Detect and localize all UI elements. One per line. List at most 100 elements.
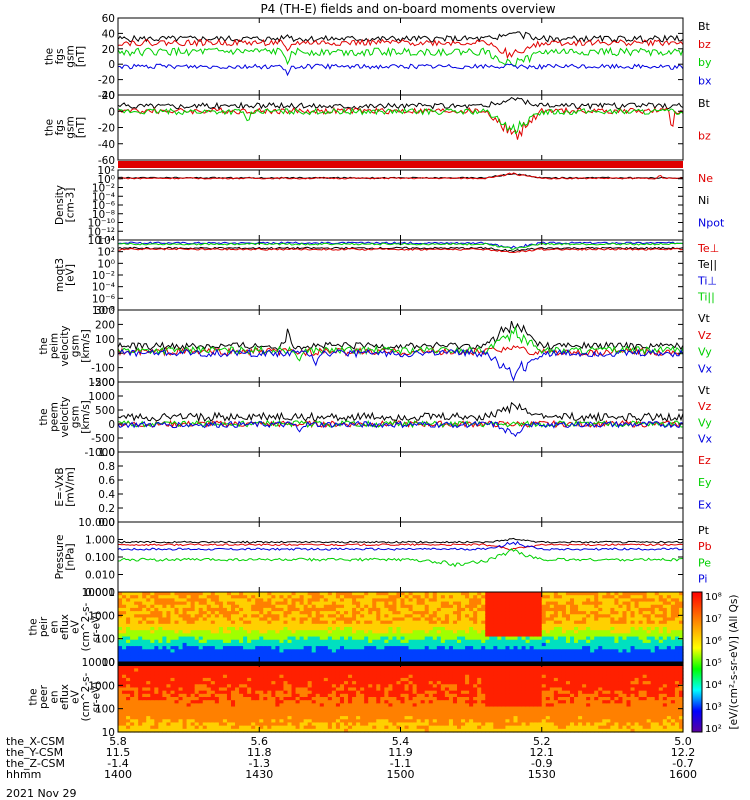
colorbar-tick: 10³ [705,702,722,713]
panel-pressure: 10.000 1.000 0.100 0.010 0.001 Pressure[nPa] P… [54,517,712,599]
series-fgs_gse-by [117,107,684,135]
series-vel_peem-Vt [117,401,684,423]
ytick-peir: 100 [95,634,115,646]
axis-row-value: 5.4 [392,735,410,748]
ytick-efield: 0.2 [98,503,115,515]
ytick-density: 10² [97,165,115,177]
series-vel_peim-Vt [117,320,684,352]
frame-efield [117,451,684,523]
colorbar-tick: 10⁶ [705,636,722,647]
ytick-efield: 0.0 [98,517,115,529]
legend-efield: Ez [698,454,711,467]
legend-vel_peem: Vt [698,384,711,397]
axis-row-value: -1.3 [249,757,270,770]
ytick-efield: 0.4 [98,489,115,501]
ylabel-peir: thepeirenefluxeV(cm^2-s-sr-eV) [28,602,103,651]
ytick-fgs_gsm: 40 [102,28,115,40]
ytick-efield: 0.6 [98,475,115,487]
ylabel-efield: E=-VxB[mV/m] [54,467,77,506]
ylabel-fgs_gse: thefgsgsm[nT] [43,116,87,138]
ytick-density: 10⁻⁶ [92,200,115,212]
ytick-peir: 1000 [88,610,115,622]
series-pressure-Pt [117,537,684,544]
ytick-fgs_gse: -60 [98,155,115,167]
ytick-peir: 10000 [82,587,115,599]
legend-temp: Te|| [697,258,717,271]
axis-row-value: -1.1 [390,757,411,770]
axis-row-value: 11.9 [388,746,413,759]
ytick-vel_peim: 100 [95,334,115,346]
ytick-pressure: 0.001 [85,587,115,599]
axis-row-value: 11.8 [247,746,272,759]
legend-pressure: Pt [698,524,710,537]
legend-temp: Ti⊥ [697,274,717,287]
legend-vel_peem: Vy [698,416,712,429]
colorbar-tick: 10⁷ [705,614,722,625]
ytick-temp: 10⁰ [97,258,115,270]
ytick-vel_peim: 300 [95,305,115,317]
ytick-fgs_gsm: -40 [98,90,115,102]
ytick-peer: 100 [95,704,115,716]
panel-fgs_gsm: 60 40 20 0 -20 -40 thefgsgsm[nT] Bt bz by bx [43,13,712,102]
colorbar-tick: 10⁵ [705,658,722,669]
legend-fgs_gsm: by [698,56,712,69]
legend-temp: Te⊥ [697,242,719,255]
panels: 6040200-20-40thefgsgsm[nT]Btbzbybx200-20… [28,13,725,739]
legend-vel_peem: Vz [698,400,712,413]
colorbar-label: [eV/(cm²-s-sr-eV)] (All Qs) [728,595,740,730]
ytick-fgs_gse: 0 [108,106,115,118]
panel-peer: 10000 1000 100 10 thepeerenefluxeV(cm^2-s-sr… [28,657,684,739]
series-fgs_gse-bz [117,106,684,140]
ytick-vel_peim: 200 [95,319,115,331]
legend-density: Ni [698,194,709,207]
legend-pressure: Pb [698,540,712,553]
ytick-peer: 1000 [88,680,115,692]
ytick-vel_peem: 1000 [88,391,115,403]
series-density-Ni [118,173,684,180]
ytick-vel_peem: 0 [108,419,115,431]
legend-vel_peim: Vz [698,329,712,342]
ytick-vel_peem: 500 [95,405,115,417]
ytick-pressure: 0.100 [85,552,115,564]
ylabel-fgs_gsm: thefgsgsm[nT] [43,45,87,67]
ytick-fgs_gsm: 0 [108,59,115,71]
frame-vel_peim [117,309,684,383]
ytick-peer: 10000 [82,657,115,669]
ytick-density: 10⁰ [97,174,115,186]
legend-efield: Ey [698,476,712,489]
ytick-density: 10⁻¹⁰ [88,218,115,230]
axis-row-value: 5.6 [251,735,269,748]
axis-row-label: hhmm [6,768,41,781]
ylabel-vel_peem: thepeemvelocitygsm[km/s] [38,396,92,437]
chart-title: P4 (TH-E) fields and on-board moments ov… [260,2,555,16]
ylabel-vel_peim: thepeimvelocitygsm[km/s] [38,325,92,366]
ytick-fgs_gsm: 60 [102,13,115,25]
ytick-vel_peem: 1500 [88,377,115,389]
ytick-fgs_gse: -20 [98,123,115,135]
ylabel-temp: moqt3[eV] [54,258,77,292]
axis-row-value: 1530 [528,768,556,781]
series-vel_peim-Vy [117,325,684,362]
ytick-pressure: 1.000 [85,535,115,547]
colorbar-tick: 10⁸ [705,592,722,603]
axis-row-value: 1400 [104,768,132,781]
axis-row-value: -0.9 [531,757,552,770]
series-pressure-Pb [118,543,683,551]
ytick-efield: 0.8 [98,461,115,473]
axis-row-value: -0.7 [672,757,693,770]
ylabel-pressure: Pressure[nPa] [54,535,77,580]
axis-row-label: the_Z-CSM [6,757,65,770]
axis-row-label: the_Y-CSM [6,746,63,759]
series-fgs_gse-Bt [117,96,684,110]
legend-vel_peem: Vx [698,433,713,446]
axis-row-value: 12.1 [530,746,555,759]
axis-row-value: 11.5 [106,746,131,759]
axis-row-value: 5.0 [674,735,692,748]
date-label: 2021 Nov 29 [6,787,76,800]
ytick-vel_peim: 0 [108,348,115,360]
legend-fgs_gsm: Bt [698,20,711,33]
ytick-vel_peim: -100 [91,363,115,375]
legend-fgs_gse: Bt [698,97,711,110]
frame-temp [117,239,684,311]
